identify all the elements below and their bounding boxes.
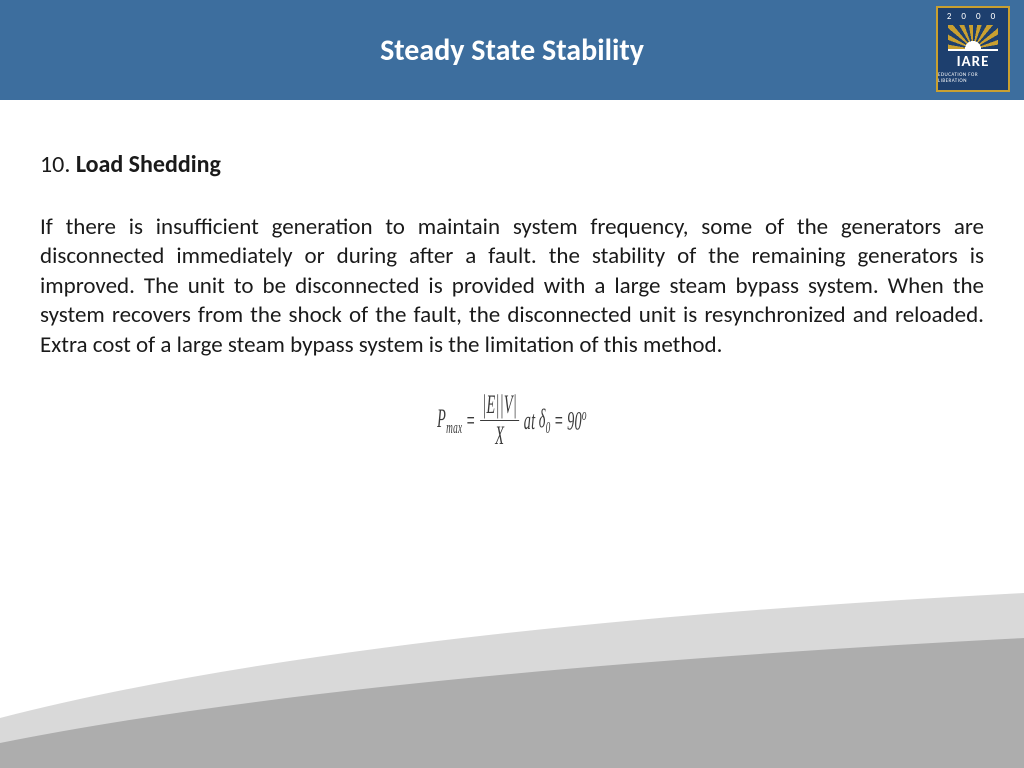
eq-delta-sub: 0 [546, 418, 551, 437]
logo-sun-icon [948, 25, 998, 51]
section-label: Load Shedding [76, 150, 221, 179]
eq-equals-2: = [554, 406, 564, 436]
eq-sub-max: max [446, 418, 462, 437]
equation: Pmax = |E||V| X at δ0 = 90o [252, 392, 771, 449]
eq-90: 90 [567, 407, 582, 436]
institution-logo: 2 0 0 0 IARE EDUCATION FOR LIBERATION [936, 6, 1010, 92]
eq-equals: = [466, 406, 476, 436]
eq-rhs: 90o [567, 405, 587, 437]
eq-fraction: |E||V| X [480, 392, 519, 449]
swoosh-upper [0, 593, 1024, 768]
logo-tagline: EDUCATION FOR LIBERATION [938, 72, 1008, 84]
equation-inline: Pmax = |E||V| X at δ0 = 90o [437, 392, 587, 449]
content-area: 10. Load Shedding If there is insufficie… [0, 100, 1024, 449]
eq-denominator: X [493, 421, 506, 449]
eq-var-p: P [437, 404, 446, 433]
logo-year: 2 0 0 0 [947, 11, 999, 22]
footer-swoosh [0, 568, 1024, 768]
section-heading: 10. Load Shedding [40, 150, 984, 179]
eq-deg: o [582, 405, 587, 424]
slide: Steady State Stability 2 0 0 0 IARE EDUC… [0, 0, 1024, 768]
eq-numerator: |E||V| [480, 392, 519, 420]
section-number: 10. [40, 150, 70, 179]
eq-lhs: Pmax [437, 404, 462, 438]
page-title: Steady State Stability [380, 32, 644, 69]
swoosh-lower [0, 638, 1024, 768]
eq-at: at [524, 406, 536, 436]
body-paragraph: If there is insufficient generation to m… [40, 213, 984, 360]
logo-acronym: IARE [957, 53, 990, 71]
eq-delta: δ0 [539, 404, 551, 438]
header-bar: Steady State Stability 2 0 0 0 IARE EDUC… [0, 0, 1024, 100]
